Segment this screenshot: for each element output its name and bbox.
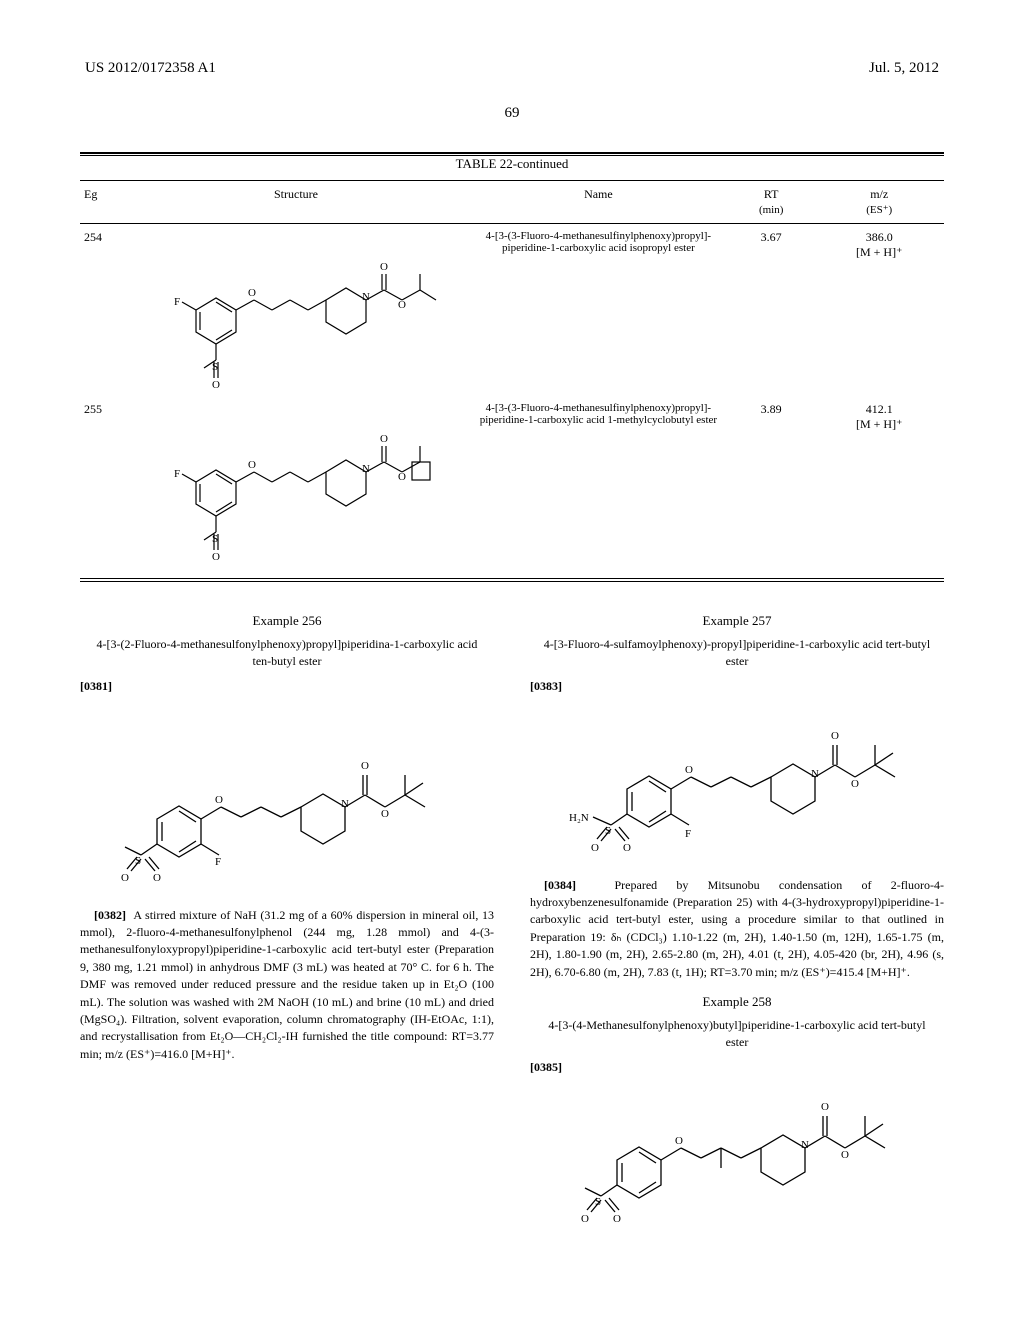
example-257-title: Example 257 bbox=[530, 612, 944, 630]
label-O: O bbox=[248, 459, 256, 471]
structure-256: F S O O O N O O bbox=[80, 709, 494, 889]
label-O: O bbox=[821, 1101, 829, 1113]
table-rule-top bbox=[80, 152, 944, 154]
label-H2N: H₂N bbox=[569, 812, 589, 824]
label-S: S bbox=[212, 361, 218, 373]
para-0384: [0384] Prepared by Mitsunobu condensatio… bbox=[530, 877, 944, 981]
th-name: Name bbox=[469, 181, 728, 224]
th-rt: RT (min) bbox=[728, 181, 814, 224]
label-F: F bbox=[685, 828, 691, 840]
label-F: F bbox=[215, 856, 221, 868]
label-O: O bbox=[398, 471, 406, 483]
example-257-name: 4-[3-Fluoro-4-sulfamoylphenoxy)-propyl]p… bbox=[530, 636, 944, 670]
th-rt-label: RT bbox=[764, 187, 779, 201]
label-S: S bbox=[212, 533, 218, 545]
label-O: O bbox=[685, 764, 693, 776]
mz-254: 386.0 [M + H]⁺ bbox=[814, 224, 944, 397]
rt-255: 3.89 bbox=[728, 396, 814, 579]
label-O: O bbox=[851, 778, 859, 790]
th-mz-sub: (ES⁺) bbox=[866, 204, 892, 216]
para-0383: [0383] bbox=[530, 678, 944, 695]
molecule-258-svg: S O O O N O O bbox=[557, 1090, 917, 1230]
example-258-name: 4-[3-(4-Methanesulfonylphenoxy)butyl]pip… bbox=[530, 1017, 944, 1051]
molecule-255-svg: F S O O N O O bbox=[146, 402, 446, 572]
compound-table: Eg Structure Name RT (min) m/z (ES⁺) 254 bbox=[80, 180, 944, 579]
example-258-title: Example 258 bbox=[530, 993, 944, 1011]
label-F: F bbox=[174, 468, 180, 480]
label-F: F bbox=[174, 296, 180, 308]
table-rule-bottom bbox=[80, 581, 944, 582]
para-0385: [0385] bbox=[530, 1059, 944, 1076]
publication-date: Jul. 5, 2012 bbox=[869, 60, 939, 77]
molecule-256-svg: F S O O O N O O bbox=[107, 709, 467, 889]
label-O: O bbox=[380, 261, 388, 273]
mz-255-suffix: [M + H]⁺ bbox=[856, 417, 902, 431]
para-0381: [0381] bbox=[80, 678, 494, 695]
para-0384-num: [0384] bbox=[544, 878, 576, 892]
label-O: O bbox=[361, 760, 369, 772]
para-0384-body: Prepared by Mitsunobu condensation of 2-… bbox=[530, 878, 944, 979]
label-O: O bbox=[212, 379, 220, 390]
label-O: O bbox=[841, 1149, 849, 1161]
label-N: N bbox=[811, 768, 819, 780]
structure-258: S O O O N O O bbox=[530, 1090, 944, 1230]
two-column-body: Example 256 4-[3-(2-Fluoro-4-methanesulf… bbox=[80, 612, 944, 1248]
para-0382-num: [0382] bbox=[94, 908, 126, 922]
th-rt-sub: (min) bbox=[759, 204, 783, 216]
label-S: S bbox=[595, 1196, 601, 1208]
para-0382-body: A stirred mixture of NaH (31.2 mg of a 6… bbox=[80, 908, 494, 1061]
label-O: O bbox=[215, 794, 223, 806]
molecule-257-svg: F H₂N S O O O N O O bbox=[557, 709, 917, 859]
right-column: Example 257 4-[3-Fluoro-4-sulfamoylpheno… bbox=[530, 612, 944, 1248]
label-N: N bbox=[801, 1139, 809, 1151]
label-O: O bbox=[623, 842, 631, 854]
name-254: 4-[3-(3-Fluoro-4-methanesulfinylphenoxy)… bbox=[469, 224, 728, 397]
label-O: O bbox=[381, 808, 389, 820]
mz-254-suffix: [M + H]⁺ bbox=[856, 245, 902, 259]
label-O: O bbox=[153, 872, 161, 884]
label-N: N bbox=[362, 291, 370, 303]
table-row: 254 bbox=[80, 224, 944, 397]
rt-254: 3.67 bbox=[728, 224, 814, 397]
publication-number: US 2012/0172358 A1 bbox=[85, 60, 216, 77]
example-256-title: Example 256 bbox=[80, 612, 494, 630]
label-O: O bbox=[613, 1213, 621, 1225]
label-O: O bbox=[591, 842, 599, 854]
table-row: 255 bbox=[80, 396, 944, 579]
th-eg: Eg bbox=[80, 181, 123, 224]
label-O: O bbox=[248, 287, 256, 299]
label-O: O bbox=[380, 433, 388, 445]
structure-255: F S O O N O O bbox=[123, 396, 469, 579]
eg-255: 255 bbox=[80, 396, 123, 579]
page-number: 69 bbox=[80, 105, 944, 122]
eg-254: 254 bbox=[80, 224, 123, 397]
label-O: O bbox=[121, 872, 129, 884]
molecule-254-svg: F S O O N O O bbox=[146, 230, 446, 390]
left-column: Example 256 4-[3-(2-Fluoro-4-methanesulf… bbox=[80, 612, 494, 1248]
th-mz-label: m/z bbox=[870, 187, 888, 201]
name-255: 4-[3-(3-Fluoro-4-methanesulfinylphenoxy)… bbox=[469, 396, 728, 579]
table-caption: TABLE 22-continued bbox=[80, 156, 944, 172]
structure-257: F H₂N S O O O N O O bbox=[530, 709, 944, 859]
label-O: O bbox=[581, 1213, 589, 1225]
example-256-name: 4-[3-(2-Fluoro-4-methanesulfonylphenoxy)… bbox=[80, 636, 494, 670]
mz-255: 412.1 [M + H]⁺ bbox=[814, 396, 944, 579]
label-O: O bbox=[675, 1135, 683, 1147]
label-N: N bbox=[362, 463, 370, 475]
label-O: O bbox=[212, 551, 220, 563]
label-S: S bbox=[605, 825, 611, 837]
para-0382: [0382] A stirred mixture of NaH (31.2 mg… bbox=[80, 907, 494, 1064]
mz-255-val: 412.1 bbox=[866, 402, 893, 416]
table-header-row: Eg Structure Name RT (min) m/z (ES⁺) bbox=[80, 181, 944, 224]
page-header: US 2012/0172358 A1 Jul. 5, 2012 bbox=[80, 60, 944, 77]
label-S: S bbox=[135, 855, 141, 867]
label-O: O bbox=[831, 730, 839, 742]
label-O: O bbox=[398, 299, 406, 311]
th-mz: m/z (ES⁺) bbox=[814, 181, 944, 224]
mz-254-val: 386.0 bbox=[866, 230, 893, 244]
label-N: N bbox=[341, 798, 349, 810]
th-structure: Structure bbox=[123, 181, 469, 224]
structure-254: F S O O N O O bbox=[123, 224, 469, 397]
